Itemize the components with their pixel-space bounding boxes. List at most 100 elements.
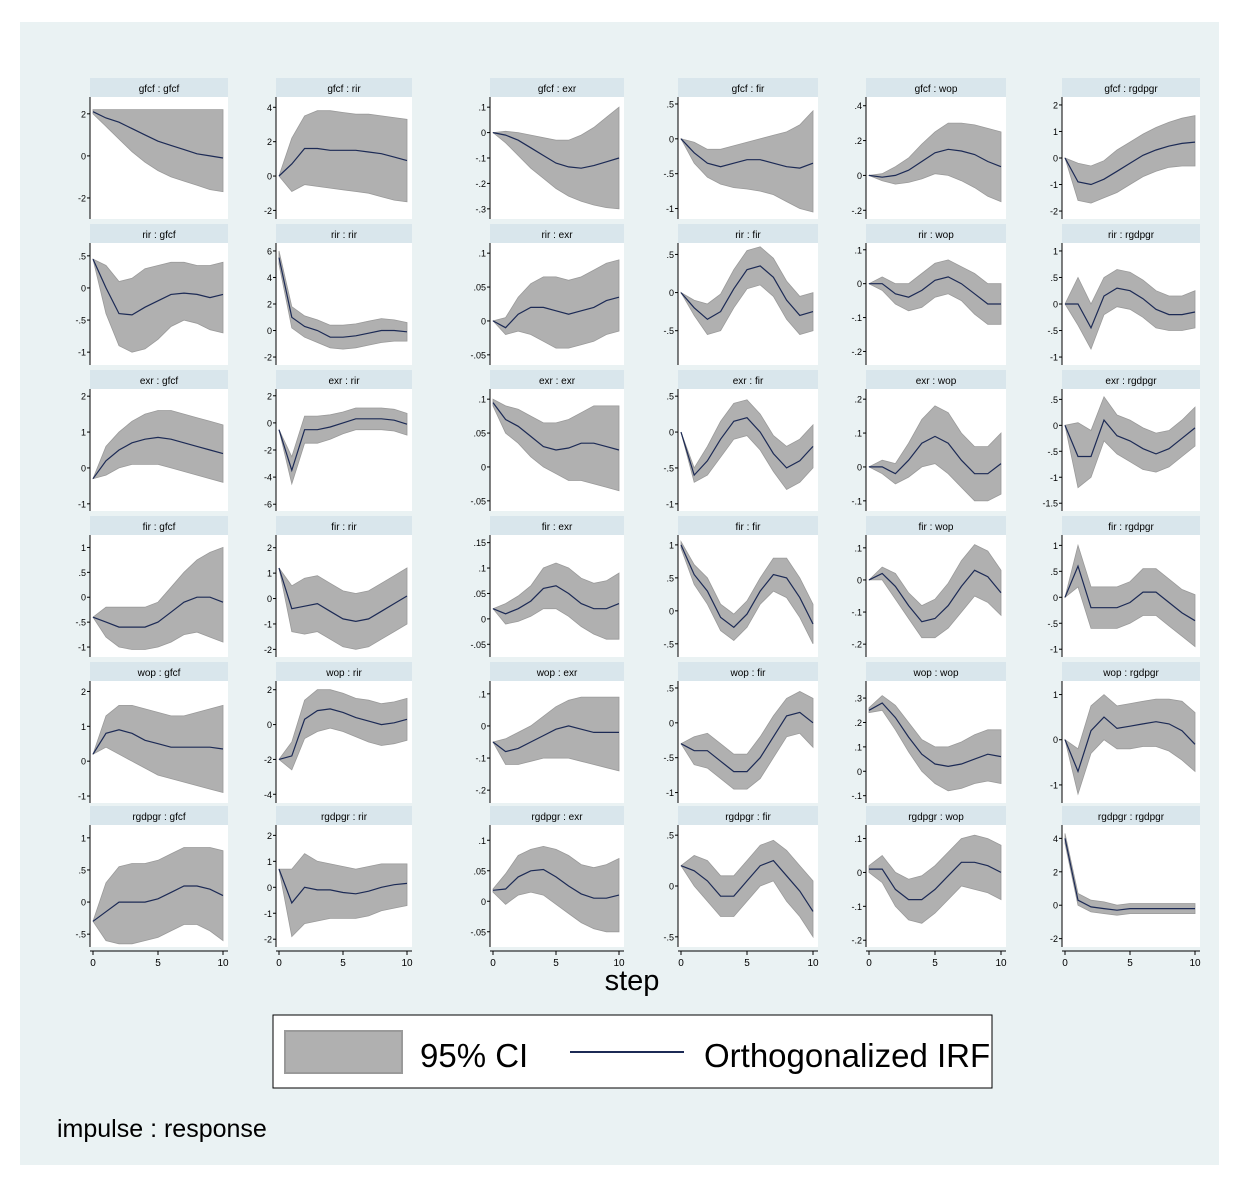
irf-line <box>278 257 408 338</box>
y-tick-label: 0 <box>857 171 862 181</box>
panel-gfcf-fir: gfcf : fir .5 0 -.5 -1 <box>663 78 818 219</box>
y-tick-label: .5 <box>78 568 86 578</box>
y-tick-label: -1.5 <box>1042 499 1058 509</box>
y-tick-label: .1 <box>478 395 486 405</box>
panel-fir-wop: fir : wop .1 0 -.1 -.2 <box>851 516 1006 657</box>
ci-band <box>680 839 814 939</box>
panel-title: fir : rir <box>331 522 357 533</box>
panel-strip <box>490 224 624 243</box>
y-tick-label: .1 <box>478 103 486 113</box>
x-tick-label: 10 <box>807 958 819 969</box>
panel-rir-rgdpgr: rir : rgdpgr 1 .5 0 -.5 -1 <box>1047 224 1200 365</box>
x-tick-label: 10 <box>995 958 1007 969</box>
y-tick-label: -.1 <box>851 313 862 323</box>
panel-wop-rgdpgr: wop : rgdpgr 1 0 -1 <box>1050 662 1200 803</box>
plot-area <box>1062 825 1200 947</box>
y-tick-label: -2 <box>264 353 272 363</box>
panel-title: exr : fir <box>733 376 764 387</box>
y-tick-label: -.05 <box>470 350 486 360</box>
y-tick-label: 1 <box>1053 690 1058 700</box>
panel-title: rir : exr <box>541 230 573 241</box>
panel-strip <box>1062 662 1200 681</box>
y-tick-label: 2 <box>81 109 86 119</box>
y-tick-label: -.5 <box>1047 326 1058 336</box>
panel-title: wop : exr <box>536 668 578 679</box>
y-tick-label: 0 <box>81 593 86 603</box>
y-tick-label: -.1 <box>475 754 486 764</box>
panel-rgdpgr-wop: rgdpgr : wop .1 0 -.1 -.2 <box>851 806 1006 947</box>
y-tick-label: 1 <box>81 428 86 438</box>
panel-strip <box>678 516 818 535</box>
x-tick-label: 0 <box>490 958 496 969</box>
panel-title: exr : gfcf <box>140 376 179 387</box>
y-tick-label: 4 <box>267 273 272 283</box>
y-tick-label: -2 <box>264 935 272 945</box>
y-tick-label: -1 <box>78 348 86 358</box>
panel-title: rir : rir <box>331 230 358 241</box>
panel-strip <box>866 224 1006 243</box>
y-tick-label: .15 <box>473 538 486 548</box>
y-tick-label: -.5 <box>75 618 86 628</box>
ci-band <box>492 259 620 349</box>
y-tick-label: -.1 <box>475 154 486 164</box>
panel-strip <box>276 78 412 97</box>
y-tick-label: 2 <box>267 300 272 310</box>
y-tick-label: 0 <box>857 575 862 585</box>
panel-strip <box>866 78 1006 97</box>
y-tick-label: 0 <box>669 134 674 144</box>
panel-strip <box>90 516 228 535</box>
y-tick-label: 0 <box>669 606 674 616</box>
irf-line <box>680 265 814 321</box>
panel-title: rgdpgr : exr <box>531 812 583 823</box>
y-tick-label: -.1 <box>851 791 862 801</box>
y-tick-label: 0 <box>1053 421 1058 431</box>
y-tick-label: 0 <box>267 883 272 893</box>
y-tick-label: .1 <box>854 742 862 752</box>
y-tick-label: 0 <box>857 767 862 777</box>
irf-line <box>868 702 1002 768</box>
panel-title: gfcf : gfcf <box>139 84 180 95</box>
panel-exr-exr: exr : exr .1 .05 0 -.05 <box>470 370 624 511</box>
panel-rgdpgr-gfcf: rgdpgr : gfcf 1 .5 0 -.5 <box>75 806 228 947</box>
panel-exr-rir: exr : rir 2 0 -2 -4 -6 <box>264 370 412 511</box>
panel-strip <box>276 370 412 389</box>
ci-band <box>278 853 408 938</box>
x-axis-col-wop: 0 5 10 <box>866 950 1007 969</box>
panel-title: fir : exr <box>542 522 573 533</box>
irf-line <box>869 861 1002 901</box>
y-tick-label: -1 <box>1050 645 1058 655</box>
y-tick-label: 0 <box>481 897 486 907</box>
y-tick-label: -.2 <box>475 179 486 189</box>
y-tick-label: -1 <box>264 619 272 629</box>
ci-band <box>492 845 620 933</box>
panel-rgdpgr-rir: rgdpgr : rir 2 1 0 -1 -2 <box>264 806 412 947</box>
y-tick-label: 1 <box>1053 246 1058 256</box>
irf-line <box>868 569 1002 623</box>
y-tick-label: -1 <box>1050 473 1058 483</box>
irf-line <box>492 725 619 753</box>
y-tick-label: 2 <box>267 543 272 553</box>
x-tick-label: 10 <box>1189 958 1201 969</box>
x-tick-label: 5 <box>553 958 559 969</box>
irf-line <box>278 147 408 177</box>
panel-gfcf-wop: gfcf : wop .4 .2 0 -.2 <box>851 78 1006 219</box>
y-tick-label: 0 <box>669 428 674 438</box>
y-tick-label: 0 <box>1053 593 1058 603</box>
y-tick-label: -2 <box>264 206 272 216</box>
y-tick-label: 0 <box>481 316 486 326</box>
panel-strip <box>1062 806 1200 825</box>
ci-band <box>868 834 1002 924</box>
y-tick-label: -.5 <box>663 326 674 336</box>
y-tick-label: 0 <box>81 151 86 161</box>
y-tick-label: 0 <box>857 462 862 472</box>
y-tick-label: -1 <box>1050 780 1058 790</box>
panel-title: gfcf : rgdpgr <box>1104 84 1158 95</box>
y-tick-label: 1 <box>267 857 272 867</box>
y-tick-label: .5 <box>666 683 674 693</box>
impulse-response-note: impulse : response <box>57 1115 267 1143</box>
x-axis-col-gfcf: 0 5 10 <box>90 950 229 969</box>
y-tick-label: -4 <box>264 473 272 483</box>
y-tick-label: .1 <box>478 564 486 574</box>
ci-band <box>492 696 620 772</box>
y-tick-label: .5 <box>666 573 674 583</box>
